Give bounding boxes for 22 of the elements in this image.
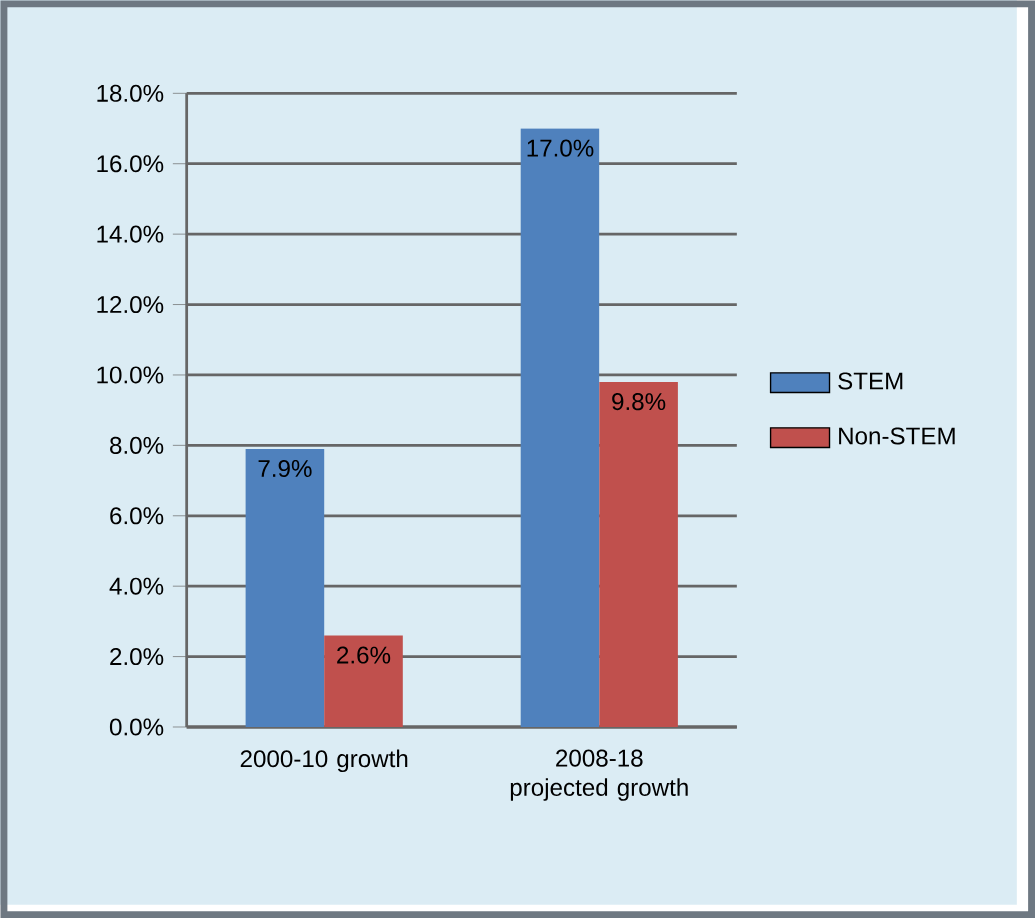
bar xyxy=(599,381,678,727)
data-label: 7.9% xyxy=(258,459,312,477)
x-tick-label: 2000-10 growth xyxy=(240,749,408,773)
y-tick-label: 0.0% xyxy=(109,718,164,736)
data-label: 9.8% xyxy=(612,393,666,411)
y-tick-label: 12.0% xyxy=(97,295,164,314)
data-label: 17.0% xyxy=(527,139,594,157)
bar xyxy=(245,448,325,727)
y-tick-label: 10.0% xyxy=(97,366,164,384)
y-tick-label: 14.0% xyxy=(97,225,164,243)
y-tick-label: 6.0% xyxy=(110,507,164,525)
y-tick-label: 8.0% xyxy=(110,436,164,454)
y-tick-label: 2.0% xyxy=(110,648,164,666)
x-tick-label: 2008-18 projected growth xyxy=(510,749,688,801)
legend-label: STEM xyxy=(838,372,903,390)
legend-label: Non-STEM xyxy=(839,427,955,445)
data-label: 2.6% xyxy=(337,646,391,664)
y-tick-label: 16.0% xyxy=(97,155,164,173)
y-tick-label: 4.0% xyxy=(109,577,164,595)
bar xyxy=(324,635,403,727)
bar xyxy=(520,128,600,727)
y-tick-label: 18.0% xyxy=(97,84,164,102)
